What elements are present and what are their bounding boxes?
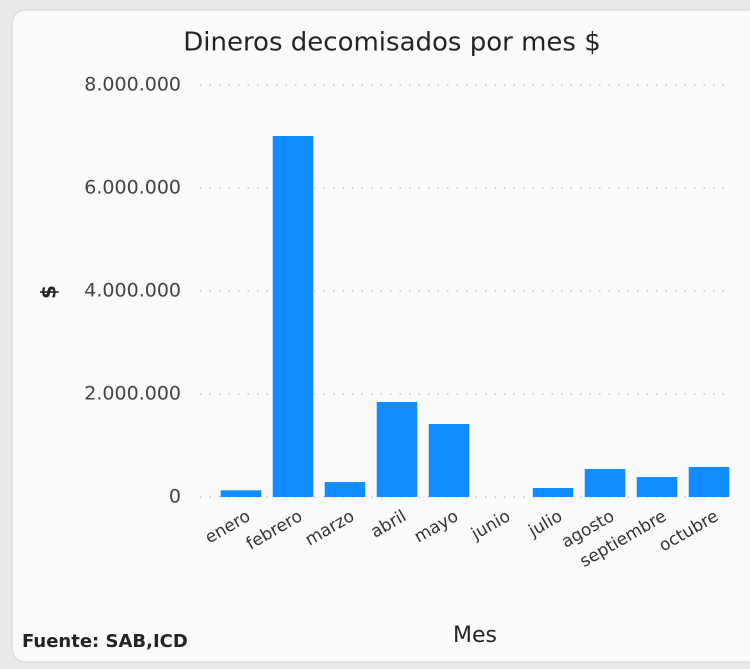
y-tick-label: 4.000.000 bbox=[84, 280, 181, 302]
x-axis-label: Mes bbox=[453, 623, 497, 648]
card bbox=[11, 9, 750, 663]
bar bbox=[324, 482, 366, 497]
bar bbox=[532, 487, 574, 497]
bar bbox=[220, 490, 262, 497]
bar bbox=[428, 424, 470, 497]
bar bbox=[688, 466, 730, 497]
bar bbox=[272, 135, 314, 498]
y-tick-label: 6.000.000 bbox=[84, 177, 181, 199]
bar bbox=[584, 468, 626, 497]
source-note: Fuente: SAB,ICD bbox=[22, 631, 188, 652]
y-tick-label: 8.000.000 bbox=[84, 74, 181, 96]
chart-title: Dineros decomisados por mes $ bbox=[183, 28, 601, 58]
y-axis-label: $ bbox=[37, 285, 61, 299]
bar bbox=[636, 477, 678, 497]
y-tick-label: 2.000.000 bbox=[84, 383, 181, 405]
bar bbox=[376, 401, 418, 497]
y-tick-label: 0 bbox=[169, 486, 181, 508]
